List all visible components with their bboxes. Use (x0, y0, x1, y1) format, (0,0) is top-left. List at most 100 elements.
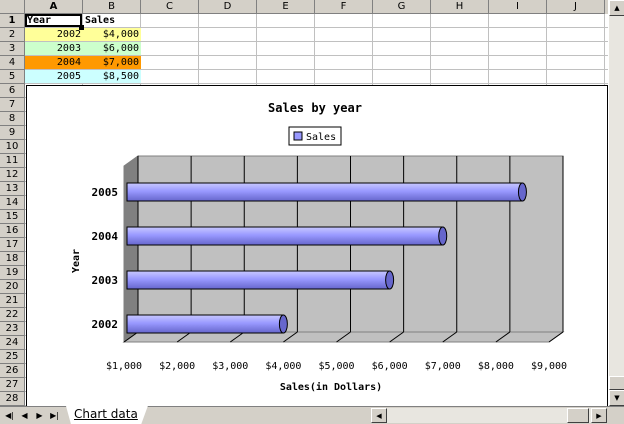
row-header-7[interactable]: 7 (0, 98, 25, 112)
bar-2004 (126, 226, 448, 246)
x-tick-label: $7,000 (425, 361, 461, 372)
scroll-left-icon[interactable]: ◀ (371, 408, 387, 423)
cell-b5[interactable]: $8,500 (83, 70, 141, 83)
gridline-floor (176, 331, 192, 343)
bars (126, 182, 527, 334)
column-header-b[interactable]: B (83, 0, 141, 14)
x-tick-label: $6,000 (372, 361, 408, 372)
column-header-f[interactable]: F (315, 0, 373, 14)
sheet-tab-chart-data[interactable]: Chart data (66, 406, 148, 424)
sheet-tab-bar: ◀| ◀ ▶ ▶| Chart data ◀ ▶ (0, 406, 624, 424)
x-tick-label: $8,000 (478, 361, 514, 372)
row-header-14[interactable]: 14 (0, 196, 25, 210)
row-header-16[interactable]: 16 (0, 224, 25, 238)
row-header-2[interactable]: 2 (0, 28, 25, 42)
vertical-scroll-thumb[interactable] (609, 376, 624, 390)
row-header-24[interactable]: 24 (0, 336, 25, 350)
y-axis-label: Year (71, 249, 82, 273)
column-header-j[interactable]: J (547, 0, 605, 14)
cell-a2[interactable]: 2002 (25, 28, 83, 41)
column-header-c[interactable]: C (141, 0, 199, 14)
row-header-12[interactable]: 12 (0, 168, 25, 182)
cell-a3[interactable]: 2003 (25, 42, 83, 55)
column-header-i[interactable]: I (489, 0, 547, 14)
row-header-27[interactable]: 27 (0, 378, 25, 392)
row-header-9[interactable]: 9 (0, 126, 25, 140)
x-tick-label: $4,000 (265, 361, 301, 372)
row-header-18[interactable]: 18 (0, 252, 25, 266)
row-header-6[interactable]: 6 (0, 84, 25, 98)
legend-swatch-sales (293, 131, 303, 141)
bar-body (126, 270, 391, 290)
gridline-floor (548, 331, 564, 343)
last-sheet-icon[interactable]: ▶| (50, 411, 59, 420)
cell-b4[interactable]: $7,000 (83, 56, 141, 69)
legend-label-sales: Sales (306, 132, 336, 143)
row-header-22[interactable]: 22 (0, 308, 25, 322)
row-header-4[interactable]: 4 (0, 56, 25, 70)
row-header-3[interactable]: 3 (0, 42, 25, 56)
cell-b3[interactable]: $6,000 (83, 42, 141, 55)
x-tick-label: $5,000 (318, 361, 354, 372)
horizontal-scroll-thumb[interactable] (567, 408, 589, 423)
scroll-up-icon[interactable]: ▲ (609, 0, 624, 16)
bar-cap (517, 182, 527, 202)
select-all-corner[interactable] (0, 0, 25, 14)
scroll-down-icon[interactable]: ▼ (609, 390, 624, 406)
row-header-20[interactable]: 20 (0, 280, 25, 294)
gridline-floor (442, 331, 458, 343)
x-tick-label: $3,000 (212, 361, 248, 372)
row-header-26[interactable]: 26 (0, 364, 25, 378)
row-header-25[interactable]: 25 (0, 350, 25, 364)
gridline-floor (123, 331, 139, 343)
x-axis-label: Sales(in Dollars) (280, 381, 382, 393)
gridline-floor (389, 331, 404, 343)
row-header-21[interactable]: 21 (0, 294, 25, 308)
gridline-floor (229, 331, 245, 343)
x-tick-label: $2,000 (159, 361, 195, 372)
column-header-g[interactable]: G (373, 0, 431, 14)
bar-body (126, 226, 444, 246)
embedded-chart[interactable]: Sales by year Sales 2002 2003 2004 2005 $1,… (26, 85, 608, 407)
row-header-19[interactable]: 19 (0, 266, 25, 280)
cell-b2[interactable]: $4,000 (83, 28, 141, 41)
bar-cap (385, 270, 395, 290)
gridline-floor (336, 331, 351, 343)
row-header-1[interactable]: 1 (0, 14, 25, 28)
row-header-17[interactable]: 17 (0, 238, 25, 252)
row-header-11[interactable]: 11 (0, 154, 25, 168)
bar-cap (438, 226, 448, 246)
cell-a4[interactable]: 2004 (25, 56, 83, 69)
prev-sheet-icon[interactable]: ◀ (21, 411, 28, 420)
gridline-floor (283, 331, 298, 343)
row-header-13[interactable]: 13 (0, 182, 25, 196)
row-header-5[interactable]: 5 (0, 70, 25, 84)
category-label-2003: 2003 (92, 274, 119, 287)
chart-title: Sales by year (268, 101, 362, 115)
cell-a5[interactable]: 2005 (25, 70, 83, 83)
horizontal-scrollbar[interactable]: ◀ ▶ (371, 408, 607, 423)
category-label-2004: 2004 (92, 230, 119, 243)
column-header-d[interactable]: D (199, 0, 257, 14)
row-header-23[interactable]: 23 (0, 322, 25, 336)
column-header-h[interactable]: H (431, 0, 489, 14)
column-header-e[interactable]: E (257, 0, 315, 14)
cell-b1[interactable]: Sales (85, 15, 116, 26)
cell-a1[interactable]: Year (25, 14, 82, 27)
row-header-15[interactable]: 15 (0, 210, 25, 224)
vertical-scrollbar[interactable]: ▲ ▼ (608, 0, 624, 406)
gridline-floor (495, 331, 511, 343)
scroll-right-icon[interactable]: ▶ (591, 408, 607, 423)
row-header-8[interactable]: 8 (0, 112, 25, 126)
chart-legend[interactable]: Sales (288, 126, 342, 146)
bar-cap (278, 314, 288, 334)
bar-body (126, 182, 523, 202)
fill-handle[interactable] (79, 25, 84, 30)
next-sheet-icon[interactable]: ▶ (36, 411, 43, 420)
x-tick-label: $9,000 (531, 361, 567, 372)
row-header-28[interactable]: 28 (0, 392, 25, 406)
first-sheet-icon[interactable]: ◀| (5, 411, 14, 420)
row-header-10[interactable]: 10 (0, 140, 25, 154)
column-header-a[interactable]: A (25, 0, 83, 14)
